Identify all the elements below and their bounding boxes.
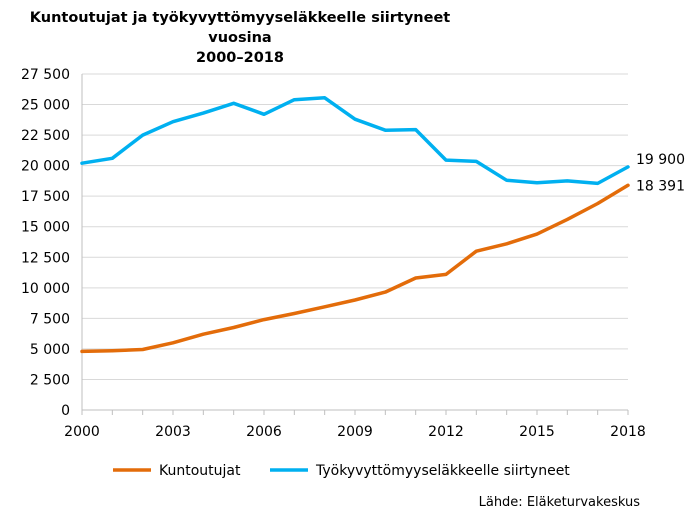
data-point [323,305,326,308]
data-point [353,118,357,121]
end-labels: 18 391 19 900 [636,152,685,194]
y-tick-label: 27 500 [21,67,70,83]
chart-title-line2: 2000–2018 [196,50,284,66]
data-point [535,181,539,184]
data-point [475,249,478,253]
data-point [141,133,144,137]
y-tick-label: 2 500 [30,372,70,388]
y-tick-label: 20 000 [21,159,70,175]
data-point [232,326,235,329]
data-point [626,165,630,169]
x-tick-label: 2000 [64,424,100,440]
data-point [141,348,144,351]
data-point [505,242,508,246]
data-point [323,96,326,100]
data-point [111,157,114,160]
data-point [596,182,599,185]
data-point [414,128,417,131]
legend-label: Kuntoutujat [159,463,241,479]
data-point [384,129,387,132]
data-point [293,312,296,315]
y-tick-label: 10 000 [21,281,70,297]
x-tick-label: 2015 [519,424,555,440]
legend: Kuntoutujat Työkyvyttömyyseläkkeelle siir… [113,463,570,479]
data-point [111,349,114,352]
data-point [444,158,448,162]
series-line [80,96,630,186]
data-point [566,218,569,221]
gridlines [82,73,628,380]
data-point [80,350,84,353]
data-point [596,202,599,205]
x-tick-label: 2006 [246,424,282,440]
x-tick-label: 2009 [337,424,373,440]
series-lines [80,96,630,354]
y-tick-label: 17 500 [21,189,70,205]
y-tick-label: 12 500 [21,250,70,266]
y-tick-label: 0 [61,403,70,419]
legend-label: Työkyvyttömyyseläkkeelle siirtyneet [315,463,570,479]
data-point [566,179,569,183]
x-tick-label: 2018 [610,424,646,440]
data-point [475,160,478,163]
data-point [505,179,508,182]
source-note: Lähde: Eläketurvakeskus [478,495,640,510]
x-tick-labels: 2000 2003 2006 2009 2012 2015 2018 [64,424,646,440]
data-point [626,184,630,187]
series-end-label: 19 900 [636,152,685,168]
series-line [80,183,630,354]
y-tick-label: 15 000 [21,220,70,236]
y-tick-label: 25 000 [21,98,70,114]
data-point [414,276,417,280]
y-tick-label: 22 500 [21,128,70,144]
data-point [535,232,539,236]
data-point [80,161,84,165]
axes [81,74,629,415]
data-point [202,333,205,336]
series-end-label: 18 391 [636,178,685,194]
chart-title-line1: Kuntoutujat ja työkyvyttömyyseläkkeelle … [29,10,451,46]
data-point [262,113,266,116]
data-point [262,318,266,321]
data-point [444,273,448,276]
data-point [171,120,175,123]
data-point [202,111,205,115]
data-point [232,102,235,105]
y-tick-label: 7 500 [30,311,70,327]
x-tick-label: 2003 [155,424,191,440]
y-tick-labels: 0 2 500 5 000 7 500 10 000 12 500 15 000 17 500… [21,67,70,419]
data-point [171,341,175,344]
data-point [293,98,296,101]
data-point [353,298,357,302]
y-tick-label: 5 000 [30,342,70,358]
data-point [384,290,387,294]
chart-title: Kuntoutujat ja työkyvyttömyyseläkkeelle … [0,8,480,68]
x-tick-label: 2012 [428,424,464,440]
